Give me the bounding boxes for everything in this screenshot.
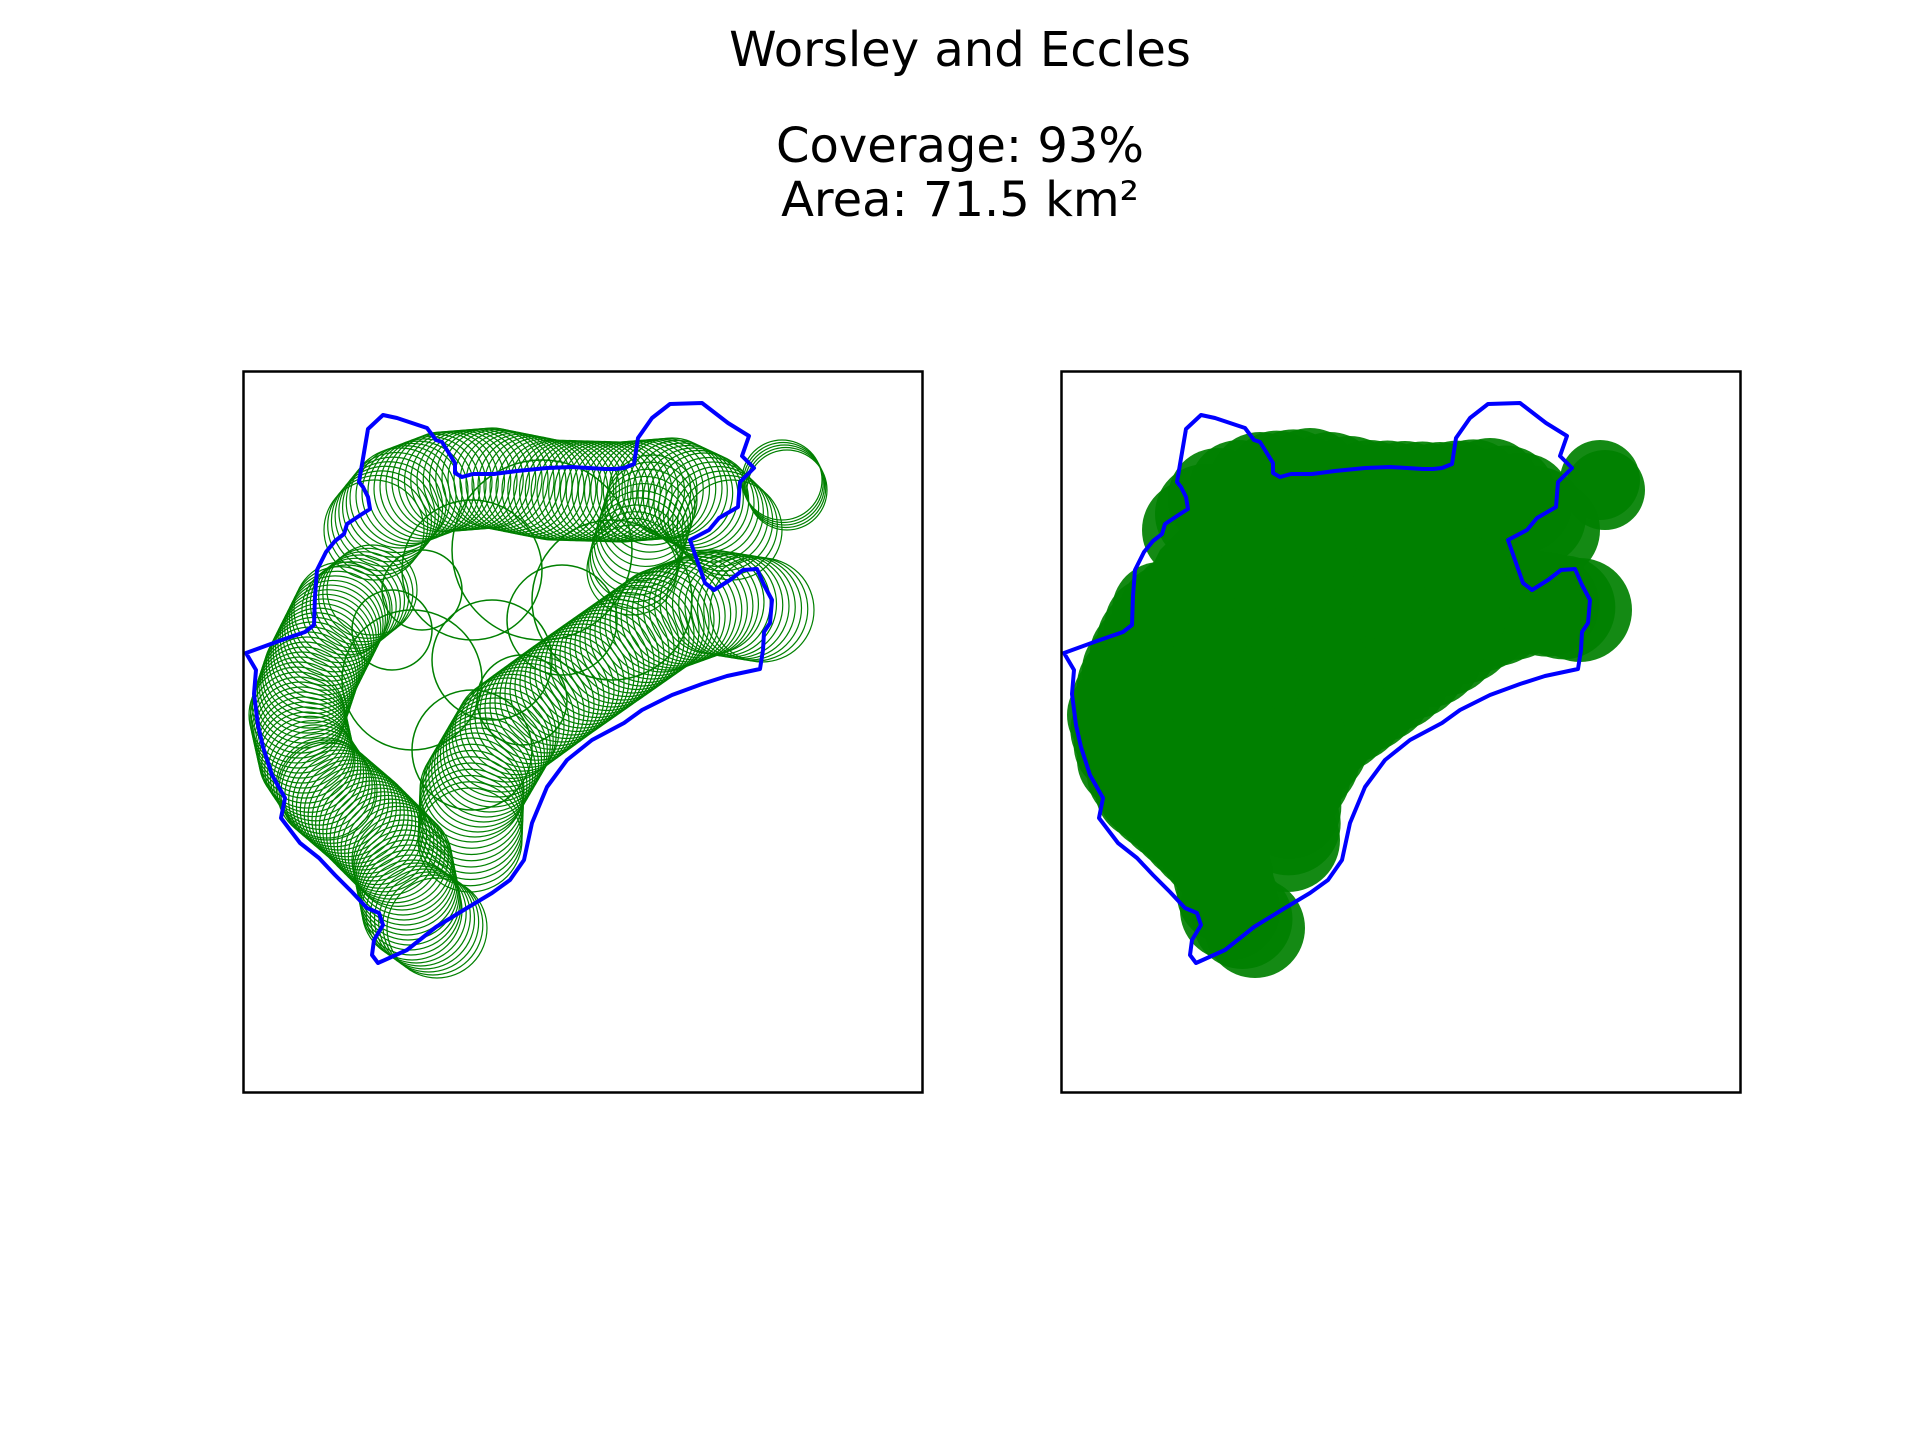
coverage-circle [489,651,595,758]
coverage-circle [469,666,575,772]
coverage-circle [588,517,680,609]
panel-frame [242,370,924,1094]
coverage-circle [544,612,650,719]
coverage-circle [373,868,476,970]
coverage-circle [1295,655,1385,745]
coverage-circle [489,436,591,539]
coverage-circle [373,438,475,540]
coverage-text: Coverage: 93% [775,118,1145,174]
coverage-circle [369,865,471,967]
coverage-circle [288,749,390,851]
coverage-circle [746,449,828,531]
coverage-circle [621,437,723,539]
panel-filled-coverage [1060,370,1742,1094]
coverage-circle [431,717,537,823]
coverage-circle [329,787,431,889]
coverage-circle [361,442,463,545]
coverage-circle [442,697,548,803]
coverage-circle [305,561,397,653]
coverage-circle [593,497,685,589]
coverage-circle [554,605,660,712]
coverage-circle [358,844,460,946]
coverage-circle [428,722,534,828]
coverage-circle [1236,788,1340,892]
coverage-group [1067,428,1645,978]
coverage-circle [338,461,440,563]
coverage-circle [459,673,565,779]
coverage-circle [327,474,429,577]
coverage-circle [334,465,436,567]
panel-outline-circles [242,370,924,1094]
coverage-circle [264,719,362,818]
coverage-circle [365,862,467,964]
coverage-circle [745,446,827,529]
coverage-circle [589,511,681,603]
coverage-circle [539,616,645,722]
coverage-group [248,427,828,979]
coverage-circle [743,444,826,526]
coverage-circle [322,547,414,639]
coverage-circle [604,461,696,553]
coverage-circle [451,459,633,641]
chart-title: Worsley and Eccles [729,22,1191,78]
coverage-circle [318,551,410,643]
coverage-circle [333,791,435,893]
coverage-circle [597,482,690,575]
coverage-circle [606,454,698,546]
coverage-circle [474,662,580,769]
coverage-circle [602,468,694,560]
coverage-circle [549,609,655,715]
coverage-circle [261,715,359,813]
coverage-circle [599,475,692,568]
coverage-circle [662,461,764,563]
coverage-circle [360,854,462,956]
coverage-circle [741,439,823,521]
coverage-circle [315,773,417,875]
coverage-circle [1560,440,1640,520]
coverage-circle [417,787,523,893]
area-text: Area: 71.5 km² [781,172,1139,228]
coverage-circle [464,670,570,776]
coverage-circle [1325,565,1435,675]
coverage-circle [341,609,483,751]
coverage-circle [586,524,678,616]
coverage-circle [323,479,425,581]
coverage-circle [322,780,424,882]
coverage-circle [401,499,543,641]
coverage-circle [742,441,824,524]
coverage-circle [309,557,401,649]
coverage-circle [256,641,354,739]
coverage-circle [326,544,418,636]
panel-frame [1060,370,1742,1094]
coverage-circle [425,727,531,833]
coverage-circle [436,707,543,813]
coverage-circle [676,474,778,577]
district-boundary [244,401,774,965]
coverage-circle [379,435,481,538]
coverage-circle [349,447,451,549]
coverage-circle [301,564,393,656]
coverage-circle [386,877,488,979]
coverage-circle [341,456,444,558]
coverage-circle [433,712,540,818]
coverage-circle [506,564,618,676]
coverage-circle [595,490,687,582]
coverage-circle [1170,590,1250,670]
district-boundary [1062,401,1592,965]
